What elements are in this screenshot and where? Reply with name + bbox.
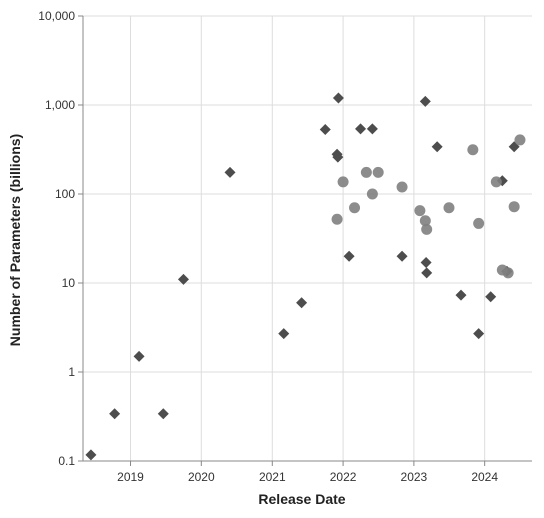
diamond-point	[332, 92, 344, 104]
axes: 0.1 1 10 100 1,000 10,000 2019 2020 2021 2022 2023…	[38, 9, 532, 484]
diamond-point	[332, 151, 344, 163]
diamond-point	[224, 166, 236, 178]
circle-point	[372, 166, 384, 178]
circle-point	[508, 201, 520, 213]
diamond-point	[485, 291, 497, 303]
diamond-point	[473, 328, 485, 340]
circle-point	[490, 176, 502, 188]
diamond-point	[343, 250, 355, 262]
diamond-point	[355, 123, 367, 135]
diamond-point	[85, 449, 97, 461]
x-tick-label: 2020	[188, 470, 215, 484]
y-tick-label: 10,000	[38, 9, 75, 23]
circle-point	[349, 202, 361, 214]
grid	[83, 15, 532, 462]
circle-point	[396, 181, 408, 193]
x-tick-label: 2019	[117, 470, 144, 484]
diamond-point	[455, 289, 467, 301]
x-tick-label: 2021	[259, 470, 286, 484]
circle-point	[419, 215, 431, 227]
circle-point	[443, 202, 455, 214]
diamond-point	[420, 256, 432, 268]
circle-point	[514, 134, 526, 146]
diamond-point	[421, 267, 433, 279]
diamond-point	[278, 328, 290, 340]
diamond-point	[396, 250, 408, 262]
data-points	[85, 92, 526, 461]
y-tick-label: 1,000	[45, 98, 75, 112]
circle-point	[502, 267, 514, 279]
circle-point	[331, 213, 343, 225]
x-tick-label: 2022	[330, 470, 357, 484]
x-tick-label: 2024	[471, 470, 498, 484]
y-tick-label: 0.1	[58, 454, 75, 468]
diamond-point	[431, 141, 443, 153]
diamond-point	[419, 95, 431, 107]
circle-point	[414, 205, 426, 217]
diamond-point	[109, 408, 121, 420]
diamond-point	[296, 297, 308, 309]
diamond-point	[319, 124, 331, 136]
diamond-point	[177, 273, 189, 285]
diamond-point	[157, 408, 169, 420]
x-tick-label: 2023	[401, 470, 428, 484]
y-tick-label: 10	[62, 276, 76, 290]
circle-point	[366, 188, 378, 200]
circle-point	[360, 166, 372, 178]
diamond-point	[133, 350, 145, 362]
y-tick-label: 1	[68, 365, 75, 379]
y-axis-title: Number of Parameters (billions)	[7, 134, 23, 346]
circle-point	[467, 144, 479, 156]
diamond-point	[366, 123, 378, 135]
y-tick-label: 100	[55, 187, 75, 201]
circle-point	[473, 217, 485, 229]
circle-point	[421, 223, 433, 235]
circle-point	[337, 176, 349, 188]
x-axis-title: Release Date	[258, 491, 345, 507]
